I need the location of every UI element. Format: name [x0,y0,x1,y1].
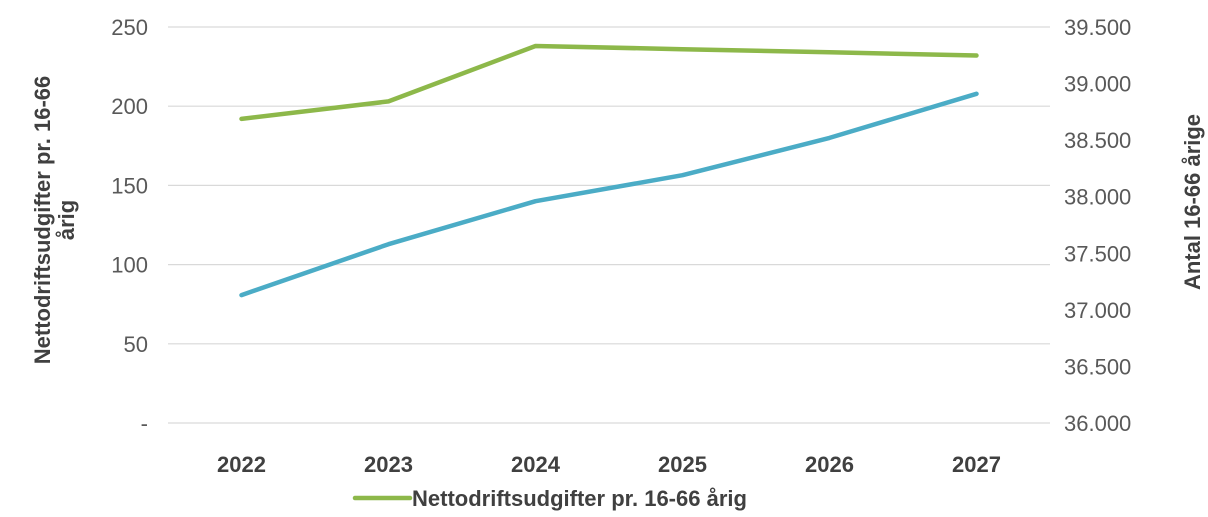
series-line-left-axis [239,43,979,122]
right-tick-label: 39.000 [1064,72,1131,97]
right-tick-label: 38.500 [1064,128,1131,153]
right-tick-label: 39.500 [1064,15,1131,40]
right-axis-title: Antal 16-66 årige [1180,114,1205,290]
x-tick-label: 2022 [217,452,266,477]
left-tick-label: - [141,411,148,436]
right-tick-label: 37.000 [1064,298,1131,323]
right-tick-label: 38.000 [1064,185,1131,210]
left-tick-label: 200 [111,94,148,119]
x-tick-label: 2025 [658,452,707,477]
gridlines [168,26,1050,424]
x-tick-label: 2023 [364,452,413,477]
x-axis-tick-labels: 2022 2023 2024 2025 2026 2027 [217,452,1001,477]
x-tick-label: 2027 [952,452,1001,477]
left-axis-title-line1: Nettodriftsudgifter pr. 16-66 [30,76,55,364]
legend: Nettodriftsudgifter pr. 16-66 årig [352,486,747,511]
right-tick-label: 37.500 [1064,241,1131,266]
left-tick-label: 250 [111,15,148,40]
right-tick-label: 36.000 [1064,411,1131,436]
left-tick-label: 100 [111,253,148,278]
legend-label: Nettodriftsudgifter pr. 16-66 årig [412,486,747,511]
x-tick-label: 2024 [511,452,561,477]
right-tick-label: 36.500 [1064,354,1131,379]
left-axis-title-line2: årig [54,200,79,240]
series-line-right-axis [239,91,979,298]
left-tick-label: 150 [111,173,148,198]
left-axis-tick-labels: - 50 100 150 200 250 [111,15,148,436]
x-tick-label: 2026 [805,452,854,477]
left-tick-label: 50 [124,332,148,357]
series-lines [239,43,979,298]
right-axis-tick-labels: 36.000 36.500 37.000 37.500 38.000 38.500 39.0… [1064,15,1131,436]
